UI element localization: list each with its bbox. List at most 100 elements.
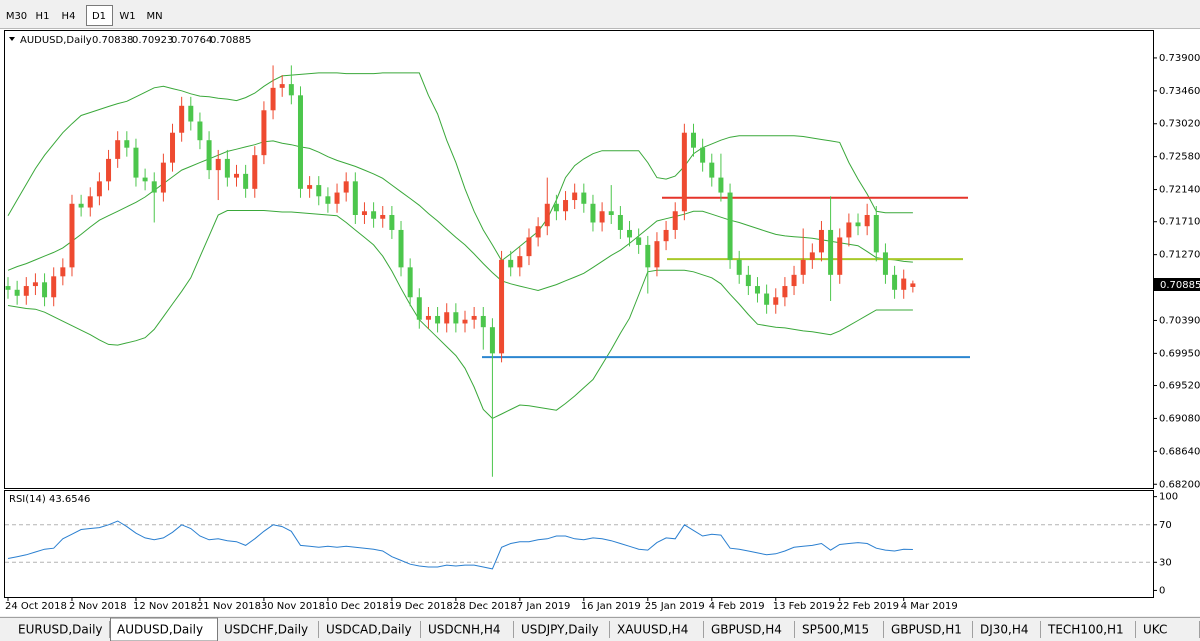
symbol-tab[interactable]: USDCNH,H4: [428, 621, 514, 638]
candle-body: [489, 327, 495, 354]
candle-body: [151, 181, 157, 193]
timeframe-button[interactable]: [142, 5, 168, 26]
timeframe-button[interactable]: [5, 5, 29, 26]
candle-body: [480, 315, 486, 328]
symbol-tab[interactable]: GBPUSD,H1: [891, 621, 973, 638]
timeframe-label[interactable]: MN: [146, 11, 162, 22]
tab-label[interactable]: USDJPY,Daily: [521, 623, 599, 637]
tab-label[interactable]: AUDUSD,Daily: [117, 623, 203, 637]
candle-body: [23, 286, 29, 296]
candle-body: [892, 274, 898, 290]
symbol-tab[interactable]: EURUSD,Daily: [18, 621, 110, 638]
candle-body: [782, 286, 788, 298]
symbol-tab[interactable]: SP500,M15: [802, 621, 884, 638]
tab-label[interactable]: DJ30,H4: [980, 623, 1029, 637]
tab-label[interactable]: SP500,M15: [802, 623, 869, 637]
x-tick-label: 2 Nov 2018: [69, 601, 127, 612]
timeframe-label[interactable]: D1: [92, 11, 106, 22]
candle-body: [499, 259, 505, 354]
candle-body: [709, 162, 715, 178]
y-tick-label: 0.73900: [1159, 53, 1200, 64]
candle-body: [535, 226, 541, 238]
candle-body: [471, 315, 477, 320]
candle-body: [270, 87, 276, 111]
y-tick-label: 30: [1159, 557, 1172, 568]
bollinger-band: [7, 210, 913, 420]
toolbar: [0, 0, 1200, 29]
candle-body: [581, 192, 587, 204]
candle-body: [106, 158, 112, 182]
timeframe-label[interactable]: W1: [119, 11, 135, 22]
tab-label[interactable]: UKC: [1143, 623, 1167, 637]
x-tick-label: 28 Dec 2018: [453, 601, 517, 612]
candle-body: [727, 192, 733, 260]
candle-body: [572, 192, 578, 201]
candle-body: [60, 267, 66, 277]
bollinger-band: [7, 140, 913, 292]
timeframe-label[interactable]: M30: [6, 11, 27, 22]
candle-body: [773, 297, 779, 305]
x-tick-label: 30 Nov 2018: [261, 601, 325, 612]
y-tick-label: 0.69950: [1159, 348, 1200, 359]
x-tick-label: 25 Jan 2019: [645, 601, 705, 612]
symbol-tab[interactable]: USDCHF,Daily: [224, 621, 319, 638]
ohlc-high: 0.70923: [132, 35, 173, 46]
candle-body: [334, 192, 340, 204]
menu-arrow[interactable]: [9, 37, 15, 41]
candle-body: [371, 211, 377, 219]
candle-body: [307, 185, 313, 189]
timeframe-button[interactable]: [86, 5, 113, 26]
symbol-tab[interactable]: AUDUSD,Daily: [110, 617, 218, 641]
candle-body: [809, 252, 815, 260]
tab-label[interactable]: USDCAD,Daily: [326, 623, 412, 637]
tab-label[interactable]: USDCNH,H4: [428, 623, 501, 637]
y-tick-label: 0.72580: [1159, 152, 1200, 163]
candle-body: [599, 211, 605, 223]
timeframe-button[interactable]: [31, 5, 55, 26]
active-tab[interactable]: [110, 617, 218, 641]
candle-body: [252, 155, 258, 189]
tab-label[interactable]: XAUUSD,H4: [617, 623, 688, 637]
candle-body: [508, 259, 514, 268]
candle-body: [636, 237, 642, 245]
candle-body: [882, 252, 888, 275]
x-tick-label: 12 Nov 2018: [133, 601, 197, 612]
symbol-tab[interactable]: USDCAD,Daily: [326, 621, 421, 638]
candle-body: [864, 214, 870, 227]
candle-body: [297, 95, 303, 189]
symbol-tab[interactable]: TECH100,H1: [1047, 621, 1136, 638]
candle-body: [901, 278, 907, 290]
candle-body: [188, 105, 194, 122]
symbol-tab[interactable]: XAUUSD,H4: [617, 621, 704, 638]
x-tick-label: 4 Feb 2019: [709, 601, 765, 612]
candle-body: [42, 282, 48, 298]
symbol-tab[interactable]: DJ30,H4: [980, 621, 1041, 638]
timeframe-label[interactable]: H4: [62, 11, 76, 22]
tab-label[interactable]: EURUSD,Daily: [18, 623, 103, 637]
candle-body: [206, 140, 212, 171]
rsi-line: [7, 520, 913, 570]
tab-label[interactable]: USDCHF,Daily: [224, 623, 308, 637]
x-tick-label: 22 Feb 2019: [837, 601, 899, 612]
candle-body: [517, 256, 523, 268]
y-tick-label: 0.68640: [1159, 446, 1200, 457]
candle-body: [416, 297, 422, 320]
timeframe-button[interactable]: [57, 5, 81, 26]
tab-label[interactable]: GBPUSD,H1: [891, 623, 962, 637]
symbol-tab[interactable]: USDJPY,Daily: [521, 621, 610, 638]
chart-title: AUDUSD,Daily: [20, 35, 92, 46]
candle-body: [407, 267, 413, 298]
candle-body: [846, 222, 852, 238]
timeframe-button[interactable]: [116, 5, 140, 26]
candle-body: [133, 147, 139, 178]
timeframe-label[interactable]: H1: [36, 11, 50, 22]
symbol-tab[interactable]: GBPUSD,H4: [711, 621, 795, 638]
rsi-panel: [4, 490, 1154, 598]
y-tick-label: 0.73020: [1159, 119, 1200, 130]
candle-body: [288, 84, 294, 96]
tab-label[interactable]: TECH100,H1: [1047, 623, 1124, 637]
x-tick-label: 21 Nov 2018: [197, 601, 261, 612]
y-tick-label: 0.69080: [1159, 413, 1200, 424]
tab-label[interactable]: GBPUSD,H4: [711, 623, 782, 637]
candle-body: [380, 214, 386, 219]
